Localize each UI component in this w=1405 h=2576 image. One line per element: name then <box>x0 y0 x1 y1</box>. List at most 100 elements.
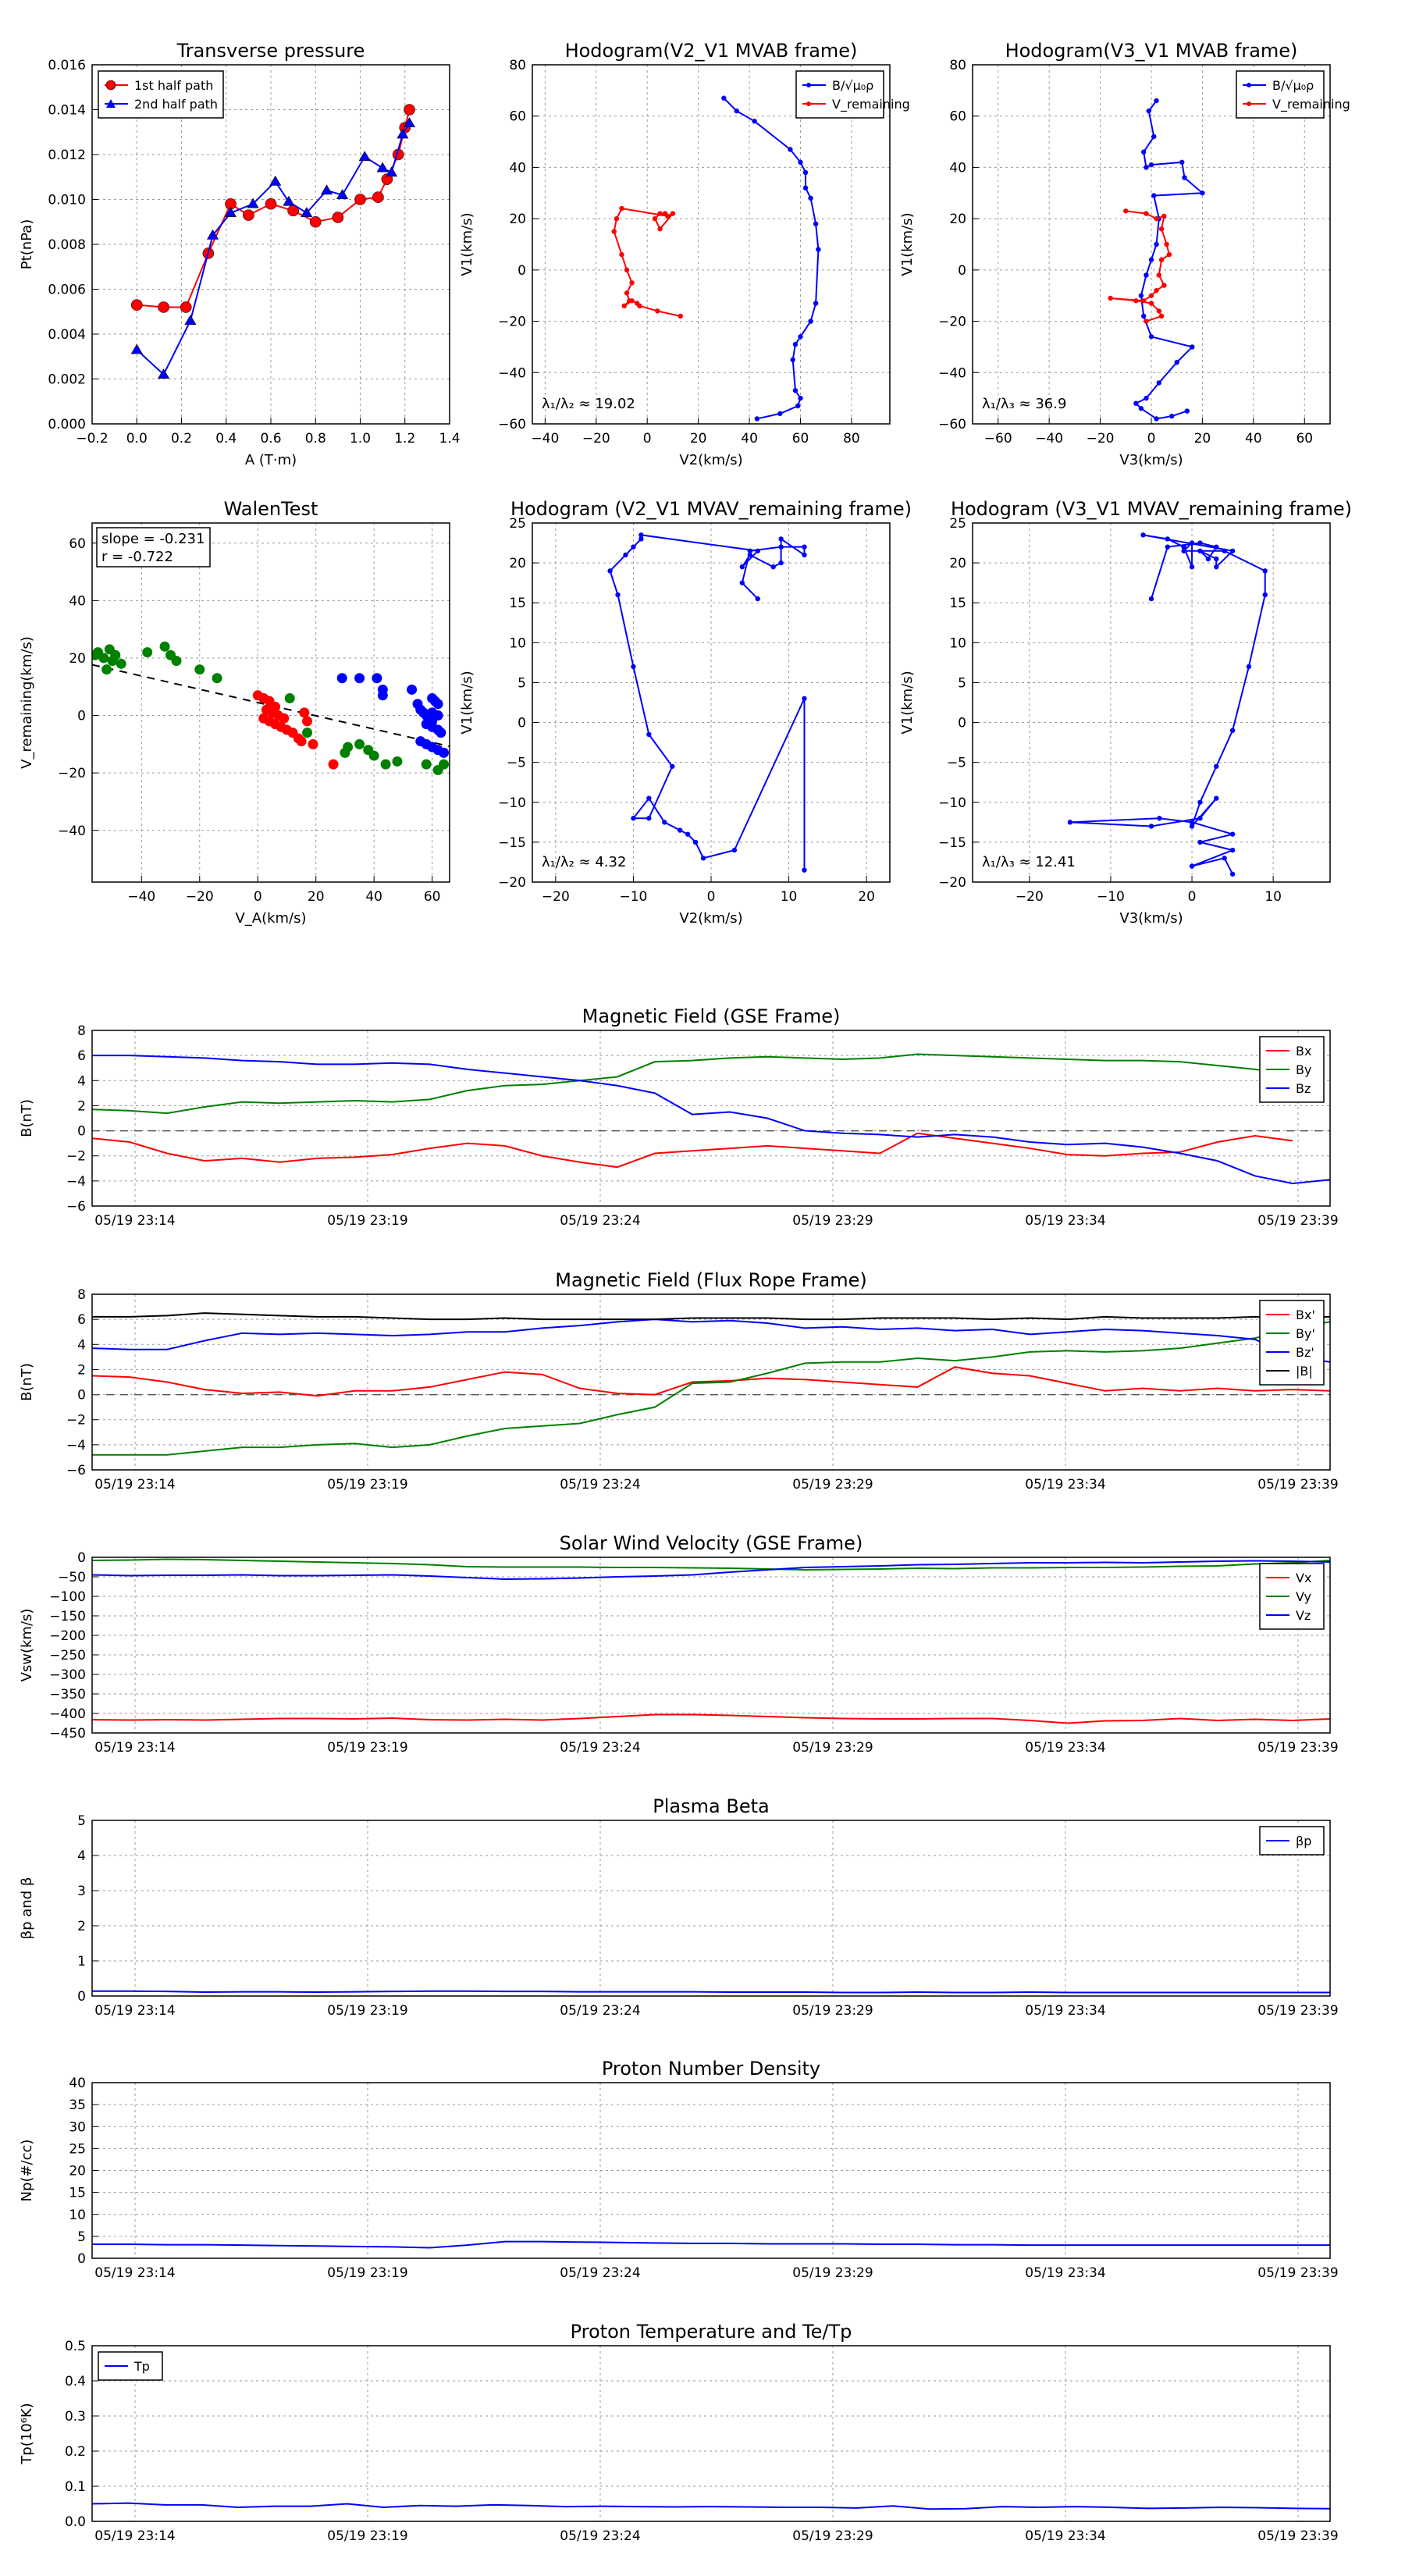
x-tick-label: 05/19 23:29 <box>792 1740 873 1756</box>
y-tick-label: 0.012 <box>48 148 86 163</box>
x-tick-label: 0 <box>1147 431 1156 447</box>
legend-label: Vx <box>1296 1571 1311 1585</box>
series-1st-half-path <box>130 104 415 313</box>
x-tick-label: 05/19 23:19 <box>327 1477 407 1493</box>
data-point <box>180 301 192 313</box>
y-tick-label: 0.2 <box>65 2444 86 2460</box>
y-tick-label: 25 <box>509 516 526 532</box>
x-tick-label: 05/19 23:24 <box>560 1477 640 1493</box>
data-point <box>1154 241 1159 247</box>
y-tick-label: 4 <box>77 1337 86 1353</box>
plot-frame <box>532 64 891 425</box>
data-point <box>110 649 121 660</box>
x-tick-label: 05/19 23:19 <box>327 2528 407 2544</box>
y-axis-label: Np(#/cc) <box>19 2140 35 2202</box>
data-point <box>308 738 318 749</box>
legend-marker <box>1247 101 1251 106</box>
legend-marker <box>106 99 116 108</box>
data-point <box>792 388 799 393</box>
data-point <box>116 658 126 669</box>
y-tick-label: 15 <box>69 2186 86 2201</box>
data-point <box>623 552 628 558</box>
x-tick-label: −40 <box>127 889 155 905</box>
data-point <box>336 673 347 684</box>
x-axis-label: A (T·m) <box>245 452 297 468</box>
grid <box>92 1557 1330 1734</box>
series-line <box>92 1990 1330 1994</box>
x-tick-label: 60 <box>792 431 809 447</box>
data-point <box>1214 564 1219 570</box>
data-point <box>621 303 627 309</box>
y-tick-label: 5 <box>77 1813 86 1829</box>
data-point <box>1140 298 1147 304</box>
chart-title: Proton Temperature and Te/Tp <box>571 2321 852 2343</box>
stats-box <box>96 527 211 568</box>
data-point <box>700 856 706 861</box>
legend: 1st half path 2nd half path <box>98 70 224 119</box>
y-tick-label: −20 <box>498 315 526 330</box>
data-point <box>1138 406 1144 411</box>
y-tick-label: 0.014 <box>48 103 86 119</box>
y-tick-label: 2 <box>77 1362 86 1378</box>
data-point <box>670 763 675 769</box>
plot-frame <box>91 1293 1331 1471</box>
data-point <box>1189 540 1195 546</box>
data-point <box>731 847 738 853</box>
data-point <box>802 552 807 558</box>
data-point <box>1189 863 1195 869</box>
y-tick-label: 6 <box>77 1048 86 1064</box>
data-point <box>638 536 644 542</box>
data-point <box>657 211 663 216</box>
data-point <box>1148 293 1154 298</box>
x-tick-label: 0.4 <box>215 431 237 447</box>
y-tick-label: 2 <box>77 1919 86 1934</box>
data-point <box>1156 380 1162 386</box>
x-tick-label: −10 <box>1097 889 1125 905</box>
data-point <box>637 303 642 309</box>
data-point <box>1133 298 1139 304</box>
data-point <box>798 334 803 340</box>
y-tick-label: −2 <box>66 1413 86 1429</box>
legend-label: Bz' <box>1296 1345 1314 1360</box>
data-point <box>685 831 691 837</box>
data-point <box>629 298 635 304</box>
data-point <box>403 117 415 127</box>
data-point <box>646 816 652 821</box>
y-tick-label: 0 <box>77 1124 86 1140</box>
data-point <box>1182 175 1187 180</box>
data-point <box>397 128 409 139</box>
grid <box>532 64 890 425</box>
data-point <box>1174 359 1179 365</box>
chart-proton-number-density: Proton Number Density 0 5 10 15 20 25 30 35 40 05/… <box>19 2058 1339 2281</box>
data-point <box>354 673 365 684</box>
data-point <box>283 195 295 206</box>
y-tick-label: −400 <box>49 1706 86 1722</box>
y-axis-label: V1(km/s) <box>459 212 475 276</box>
plot-area <box>92 2502 1330 2510</box>
data-point <box>788 147 793 152</box>
series-np <box>92 2240 1330 2249</box>
legend-label: Vy <box>1296 1589 1311 1604</box>
x-tick-label: 05/19 23:29 <box>792 2528 873 2544</box>
data-point <box>692 839 699 845</box>
x-tick-label: 10 <box>781 889 798 905</box>
series-vz <box>92 1560 1330 1581</box>
y-tick-label: 0.3 <box>65 2409 86 2425</box>
data-point <box>392 756 403 767</box>
data-point <box>624 267 630 273</box>
y-tick-label: −150 <box>49 1609 86 1624</box>
x-tick-label: 05/19 23:34 <box>1025 1477 1105 1493</box>
y-tick-label: 8 <box>77 1287 86 1303</box>
plot-area <box>607 532 807 873</box>
y-tick-label: 4 <box>77 1848 86 1864</box>
x-axis-label: V3(km/s) <box>1119 452 1183 468</box>
data-point <box>778 544 784 550</box>
legend-label: Vz <box>1296 1608 1311 1623</box>
y-tick-label: 80 <box>509 58 526 73</box>
data-point <box>802 185 809 190</box>
grid <box>92 1293 1330 1471</box>
data-point <box>1108 295 1113 301</box>
data-point <box>798 395 803 401</box>
data-point <box>142 647 153 658</box>
data-point <box>184 315 197 325</box>
